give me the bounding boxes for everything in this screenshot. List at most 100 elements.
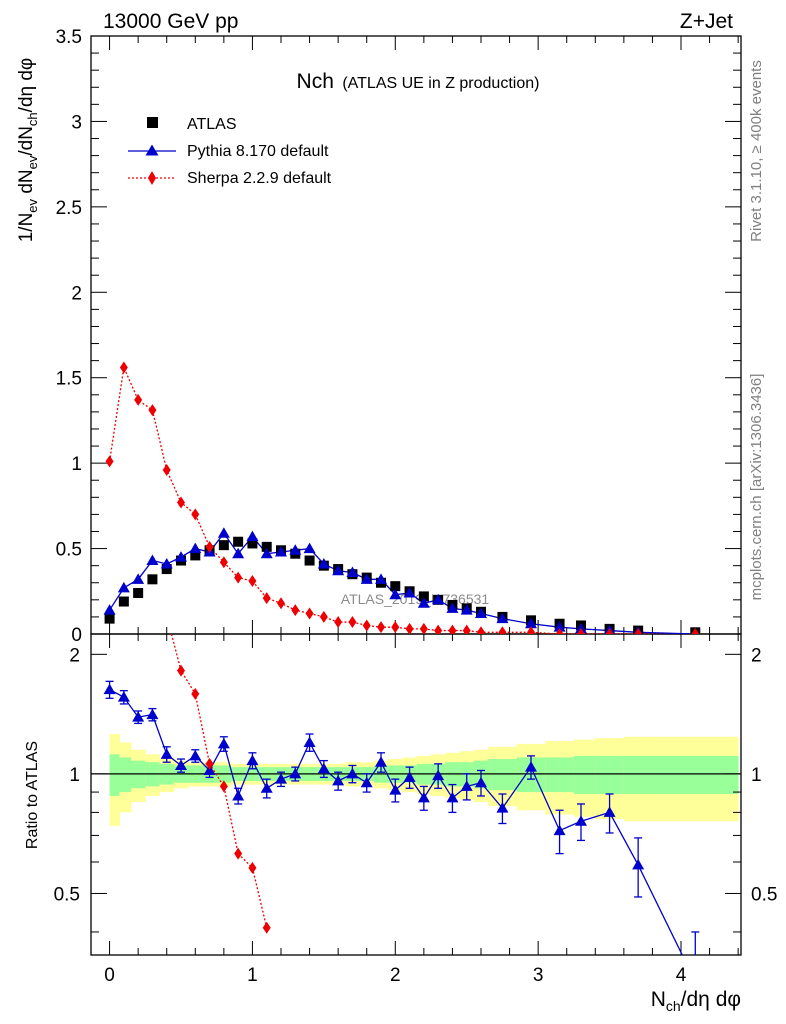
y-tick-label-ratio-left: 2 <box>69 645 80 666</box>
pythia-data-point <box>175 551 187 562</box>
pythia-ratio-point <box>346 767 359 779</box>
sherpa-data-point <box>134 393 143 406</box>
pythia-ratio-point <box>475 776 487 788</box>
axis-label-part: /dη dφ <box>16 58 37 113</box>
atlas-data-point <box>133 587 144 598</box>
band-inner-bin <box>545 757 575 793</box>
sherpa-data-point <box>205 540 214 553</box>
atlas-data-point <box>390 581 401 592</box>
y-tick-label-ratio-right: 1 <box>751 765 762 786</box>
pythia-data-point <box>275 545 287 557</box>
sherpa-data-point <box>305 607 314 620</box>
atlas-data-point <box>247 538 258 549</box>
sherpa-data-point <box>577 628 585 634</box>
axis-label-part: N <box>651 988 666 1011</box>
axis-label-subscript: ch <box>25 112 40 126</box>
pythia-ratio-point <box>117 691 130 702</box>
legend-atlas-marker <box>147 117 158 128</box>
band-inner-bin <box>109 754 121 796</box>
pythia-data-point <box>103 604 116 615</box>
main-panel-series <box>103 361 701 634</box>
pythia-data-point <box>160 557 173 569</box>
sherpa-line <box>108 365 696 634</box>
sherpa-data-point <box>498 626 507 634</box>
pythia-data-point <box>332 564 345 576</box>
pythia-data-point <box>360 573 373 584</box>
x-tick-label: 4 <box>676 965 687 986</box>
sherpa-data-point <box>334 616 343 629</box>
pythia-data-point <box>446 602 459 613</box>
y-tick-label-main: 3.5 <box>56 27 82 48</box>
sherpa-ratio-point <box>106 351 114 363</box>
atlas-data-point <box>304 555 315 566</box>
pythia-data-point <box>117 581 130 593</box>
mc-uncertainty-bands <box>109 734 739 826</box>
sherpa-data-point <box>291 604 300 617</box>
band-inner-bin <box>623 755 653 794</box>
pythia-ratio-point <box>260 782 273 793</box>
sherpa-ratio-point <box>205 757 214 770</box>
axis-label-subscript: ev <box>25 198 40 212</box>
sherpa-ratio-point <box>148 524 156 536</box>
pythia-ratio-point <box>525 761 537 772</box>
legend-pythia-marker <box>145 144 159 156</box>
pythia-ratio-point <box>375 756 387 767</box>
y-tick-label-ratio-left: 0.5 <box>54 884 80 905</box>
sherpa-data-point <box>405 622 414 634</box>
y-tick-label-main: 0 <box>71 625 82 646</box>
pythia-ratio-point <box>232 789 245 801</box>
pythia-data-point <box>496 612 509 624</box>
sherpa-ratio-point <box>234 847 243 860</box>
pythia-data-point <box>246 530 259 542</box>
sherpa-data-point <box>262 592 271 605</box>
sherpa-ratio-point <box>134 468 142 480</box>
sherpa-data-point <box>527 626 535 634</box>
sherpa-ratio-point <box>177 664 185 677</box>
x-tick-label: 2 <box>390 965 401 986</box>
pythia-ratio-point <box>632 858 645 870</box>
atlas-data-point <box>161 564 172 575</box>
pythia-ratio-point <box>146 708 159 720</box>
plot-title: Nch (ATLAS UE in Z production) <box>297 70 540 93</box>
sherpa-data-point <box>105 455 114 468</box>
sherpa-data-point <box>319 610 328 623</box>
pythia-data-point <box>475 607 487 618</box>
x-tick-label: 1 <box>247 965 258 986</box>
sherpa-ratio-point <box>163 610 171 622</box>
sherpa-data-point <box>119 361 128 374</box>
pythia-ratio-point <box>389 784 402 795</box>
pythia-data-point <box>303 542 316 554</box>
axis-tick-labels: 0 1 2 3 4 0 0.5 1 1.5 2 2.5 3 3.5 0.5 0.5 1 1 2 2 <box>54 27 778 986</box>
atlas-data-point <box>104 613 115 624</box>
y-tick-label-main: 3 <box>71 112 82 133</box>
pythia-ratio-point <box>496 802 509 813</box>
plot-title-sub: (ATLAS UE in Z production) <box>342 75 539 92</box>
y-tick-label-main: 1.5 <box>56 369 82 390</box>
sherpa-ratio-point <box>120 405 128 417</box>
legend-sherpa-marker <box>148 171 156 185</box>
sherpa-ratio-line <box>170 634 268 928</box>
header-process-label: Z+Jet <box>680 10 733 33</box>
sherpa-data-point <box>277 597 285 610</box>
band-inner-bin <box>488 759 518 791</box>
sherpa-data-point <box>362 619 371 632</box>
band-inner-bin <box>595 755 625 794</box>
sherpa-data-point <box>634 628 643 634</box>
sherpa-data-point <box>419 622 428 634</box>
x-axis-label: Nch/dη dφ <box>651 988 741 1014</box>
pythia-data-point <box>317 557 330 569</box>
pythia-ratio-point <box>446 791 459 803</box>
y-tick-label-ratio-right: 0.5 <box>751 884 777 905</box>
pythia-ratio-point <box>246 754 259 766</box>
pythia-data-point <box>432 593 445 605</box>
y-tick-label-ratio-right: 2 <box>751 645 762 666</box>
axis-label-subscript: ev <box>25 155 40 169</box>
pythia-ratio-point <box>103 683 116 695</box>
band-inner-bin <box>119 757 132 793</box>
sherpa-data-point <box>348 616 357 629</box>
pythia-ratio-point <box>689 976 701 987</box>
pythia-ratio-point <box>575 815 587 826</box>
pythia-data-point <box>417 597 430 608</box>
sherpa-data-point <box>477 626 485 634</box>
atlas-data-point <box>233 536 244 547</box>
